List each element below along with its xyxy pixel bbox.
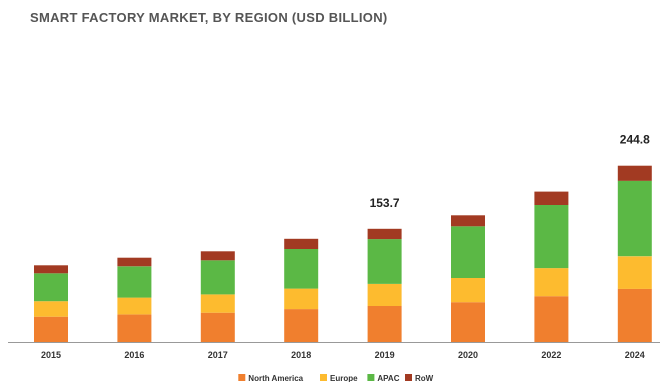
bar-europe-2022 <box>534 268 569 297</box>
bar-europe-2020 <box>451 278 485 303</box>
x-tick-2017: 2017 <box>208 350 228 360</box>
chart-title: SMART FACTORY MARKET, BY REGION (USD BIL… <box>30 10 388 25</box>
bar-europe-2017 <box>200 294 235 313</box>
bars-group <box>34 165 652 342</box>
legend-item-row: RoW <box>405 374 434 382</box>
bar-apac-2016 <box>117 266 152 298</box>
legend-swatch-row <box>405 374 412 381</box>
bar-north-america-2016 <box>117 314 152 342</box>
bar-europe-2016 <box>117 297 152 315</box>
bar-europe-2019 <box>367 284 402 306</box>
legend: North America Europe APAC RoW <box>238 374 434 382</box>
bar-row-2016 <box>117 257 152 267</box>
bar-apac-2017 <box>200 260 235 295</box>
bar-row-2020 <box>451 215 485 227</box>
legend-swatch-apac <box>367 374 375 381</box>
bar-europe-2015 <box>34 301 68 317</box>
data-label-2024: 244.8 <box>620 133 650 147</box>
x-tick-2015: 2015 <box>41 350 61 360</box>
bar-europe-2024 <box>617 256 652 289</box>
bar-north-america-2022 <box>534 296 569 342</box>
data-label-2019: 153.7 <box>370 196 400 210</box>
bar-north-america-2018 <box>284 309 319 342</box>
bar-north-america-2024 <box>617 288 652 342</box>
data-labels: 153.7 244.8 <box>370 133 651 210</box>
legend-item-apac: APAC <box>367 374 400 382</box>
bar-north-america-2019 <box>367 306 402 342</box>
bar-row-2017 <box>200 251 235 261</box>
bar-apac-2019 <box>367 239 402 284</box>
bar-europe-2018 <box>284 288 319 310</box>
bar-row-2019 <box>367 228 402 240</box>
legend-label-europe: Europe <box>330 374 358 382</box>
x-tick-2024: 2024 <box>625 350 645 360</box>
bar-row-2018 <box>284 238 319 249</box>
legend-label-north-america: North America <box>248 374 303 382</box>
bar-north-america-2020 <box>451 302 485 342</box>
x-tick-labels: 2015 2016 2017 2018 2019 2020 2022 2024 <box>41 350 645 360</box>
bar-row-2022 <box>534 191 569 205</box>
bar-apac-2018 <box>284 249 319 289</box>
bar-row-2024 <box>617 165 652 181</box>
x-tick-2019: 2019 <box>375 350 395 360</box>
bar-apac-2015 <box>34 273 68 302</box>
bar-north-america-2017 <box>200 312 235 342</box>
x-tick-2018: 2018 <box>291 350 311 360</box>
x-tick-2022: 2022 <box>541 350 561 360</box>
bar-row-2015 <box>34 265 68 274</box>
x-tick-2020: 2020 <box>458 350 478 360</box>
legend-label-apac: APAC <box>377 374 399 382</box>
bar-apac-2024 <box>617 180 652 257</box>
bar-north-america-2015 <box>34 316 68 342</box>
legend-item-europe: Europe <box>320 374 358 382</box>
x-tick-2016: 2016 <box>124 350 144 360</box>
bar-apac-2020 <box>451 226 485 278</box>
legend-swatch-north-america <box>238 374 246 381</box>
legend-item-north-america: North America <box>238 374 304 382</box>
legend-label-row: RoW <box>415 374 434 382</box>
bar-apac-2022 <box>534 205 569 269</box>
legend-swatch-europe <box>320 374 327 381</box>
